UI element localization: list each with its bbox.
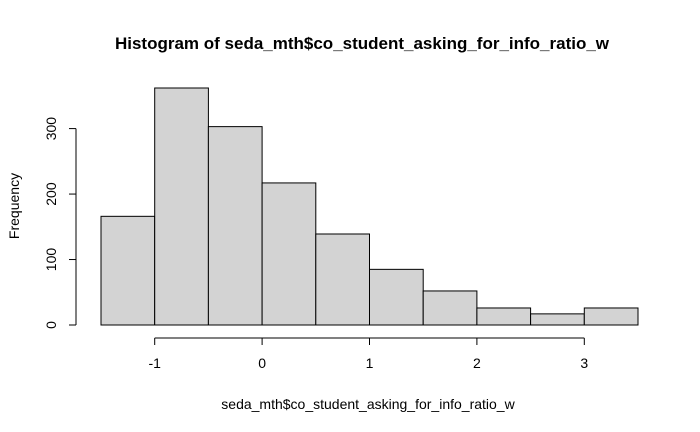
x-axis-label: seda_mth$co_student_asking_for_info_rati… [221,396,515,412]
histogram-bar-9 [583,307,639,326]
x-tick-label: 2 [473,355,481,371]
histogram-bar-3 [261,182,317,326]
x-tick-label: 0 [258,355,266,371]
y-axis: 0 100 200 300 [43,117,77,329]
histogram-bar-1 [154,87,209,326]
y-tick-label: 0 [43,321,59,329]
x-tick-label: -1 [148,355,161,371]
x-tick-label: 3 [580,355,588,371]
histogram-bar-4 [315,233,370,326]
chart-title: Histogram of seda_mth$co_student_asking_… [115,34,610,53]
bars-group [100,87,639,326]
histogram-bar-8 [530,313,585,326]
histogram-bar-6 [422,290,478,326]
y-tick-label: 100 [43,248,59,272]
x-axis: -1 0 1 2 3 [148,337,588,371]
y-axis-label: Frequency [6,173,22,239]
histogram-bar-5 [369,268,424,326]
histogram-bar-7 [476,307,532,326]
y-tick-label: 200 [43,182,59,206]
histogram-bar-0 [100,215,156,326]
histogram-bar-2 [207,126,263,326]
y-tick-label: 300 [43,117,59,141]
x-tick-label: 1 [366,355,374,371]
